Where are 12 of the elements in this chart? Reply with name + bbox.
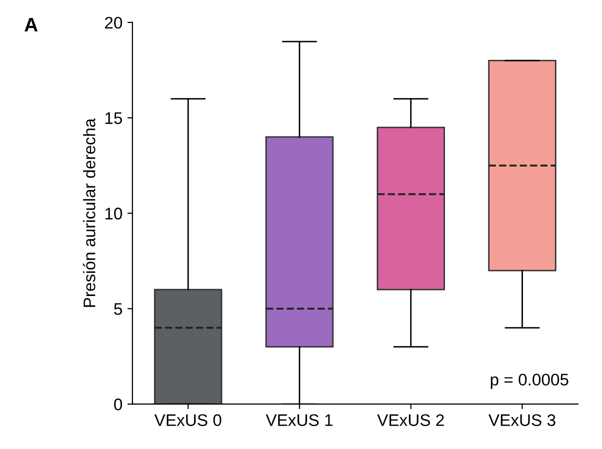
x-tick-label: VExUS 3 (488, 414, 556, 426)
annotation: p = 0.0005 (490, 374, 568, 389)
text: A (24, 18, 38, 32)
y-tick-label: 0 (114, 398, 122, 410)
y-tick-label: 5 (114, 303, 122, 315)
y-tick-label: 15 (105, 112, 122, 124)
y-tick-label: 10 (105, 208, 122, 220)
y-axis-title: Presión auricular derecha (82, 118, 96, 307)
x-tick-label: VExUS 1 (266, 414, 332, 426)
x-tick-label: VExUS 2 (377, 414, 444, 426)
x-tick-label: VExUS 0 (154, 414, 222, 426)
y-tick-label: 20 (105, 16, 122, 29)
